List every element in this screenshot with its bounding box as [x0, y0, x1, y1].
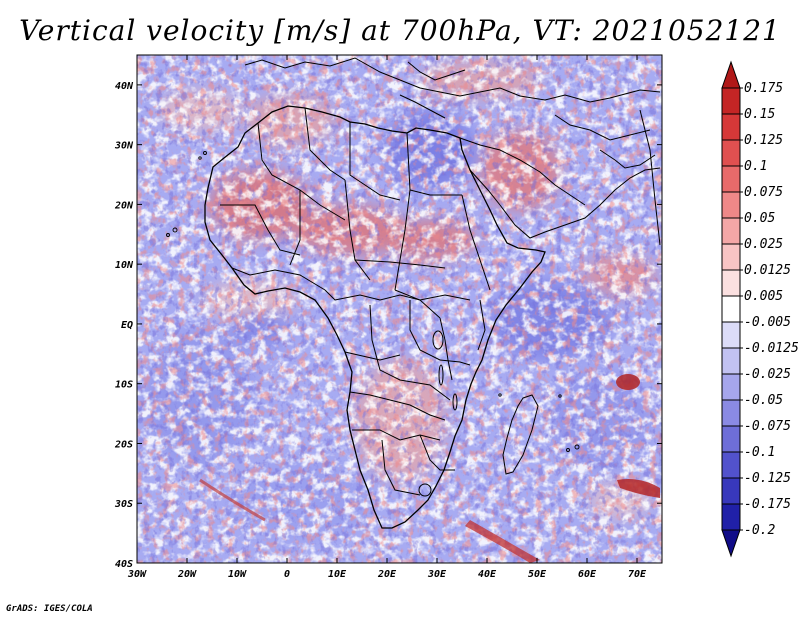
y-tick-label: 20N: [114, 200, 134, 211]
colorbar-label: 0.175: [744, 81, 783, 96]
colorbar-swatch: [721, 165, 741, 193]
colorbar-label: 0.025: [744, 237, 783, 252]
y-tick-label: 30S: [114, 499, 133, 510]
colorbar-label: 0.005: [744, 289, 783, 304]
colorbar-swatch: [721, 451, 741, 479]
colorbar-swatch: [721, 347, 741, 375]
strong-ascent-cell: [616, 374, 640, 390]
strong-ascent-band: [617, 479, 660, 498]
colorbar-swatch: [721, 60, 741, 89]
colorbar-label: -0.075: [744, 419, 791, 434]
islands: [166, 151, 580, 452]
colorbar-swatch: [721, 191, 741, 219]
frontal-ascent-band: [465, 520, 540, 563]
x-tick-label: 20E: [377, 569, 397, 580]
colorbar-label: -0.1: [744, 445, 775, 460]
colorbar-swatch: [721, 139, 741, 167]
colorbar-label: -0.125: [744, 471, 791, 486]
chart-title: Vertical velocity [m/s] at 700hPa, VT: 2…: [19, 14, 781, 47]
colorbar-label: -0.05: [744, 393, 783, 408]
coastlines-and-borders: [204, 57, 661, 529]
colorbar-label: -0.025: [744, 367, 791, 382]
x-tick-label: 70E: [628, 569, 647, 580]
colorbar-swatch: [721, 113, 741, 141]
colorbar-label: -0.0125: [744, 341, 799, 356]
colorbar-label: 0.05: [744, 211, 775, 226]
colorbar: 0.175 0.15 0.125 0.1 0.075 0.05 0.025 0.0125 0.0…: [721, 60, 799, 558]
x-tick-label: 50E: [528, 569, 547, 580]
x-tick-label: 60E: [578, 569, 597, 580]
x-tick-label: 0: [284, 569, 290, 580]
y-tick-label: 30N: [114, 141, 134, 152]
plot-frame: [136, 54, 663, 564]
colorbar-swatch: [721, 217, 741, 245]
colorbar-label: 0.0125: [744, 263, 791, 278]
y-tick-label: EQ: [121, 320, 133, 331]
colorbar-label: 0.15: [744, 107, 775, 122]
colorbar-swatch: [721, 243, 741, 271]
colorbar-swatch: [721, 87, 741, 115]
colorbar-swatch: [721, 269, 741, 297]
colorbar-swatch: [721, 503, 741, 531]
colorbar-label: -0.175: [744, 497, 791, 512]
colorbar-label: 0.1: [744, 159, 767, 174]
vertical-velocity-field: [137, 55, 662, 563]
y-tick-label: 10N: [115, 260, 134, 271]
colorbar-label: -0.2: [744, 523, 775, 538]
x-axis-longitude: 30W 20W 10W 0 10E 20E 30E 40E 50E 60E 70E: [127, 55, 647, 580]
colorbar-label: 0.075: [744, 185, 783, 200]
x-tick-label: 20W: [177, 569, 197, 580]
x-tick-label: 40E: [478, 569, 497, 580]
x-tick-label: 30W: [127, 569, 147, 580]
colorbar-swatch: [721, 295, 741, 323]
colorbar-swatch: [721, 399, 741, 427]
y-tick-label: 40N: [115, 81, 134, 92]
y-tick-label: 40S: [115, 559, 133, 570]
y-tick-label: 20S: [114, 439, 133, 450]
x-tick-label: 10E: [328, 569, 347, 580]
y-axis-latitude: 40N 30N 20N 10N EQ 10S 20S 30S 40S: [114, 81, 662, 570]
colorbar-swatch: [721, 373, 741, 401]
colorbar-label: 0.125: [744, 133, 783, 148]
x-tick-label: 10W: [228, 569, 247, 580]
colorbar-swatch: [721, 425, 741, 453]
y-tick-label: 10S: [115, 380, 133, 391]
colorbar-swatch: [721, 529, 741, 558]
x-tick-label: 30E: [427, 569, 447, 580]
colorbar-swatch: [721, 477, 741, 505]
colorbar-swatch: [721, 321, 741, 349]
colorbar-label: -0.005: [744, 315, 791, 330]
grads-credit: GrADS: IGES/COLA: [6, 604, 93, 614]
